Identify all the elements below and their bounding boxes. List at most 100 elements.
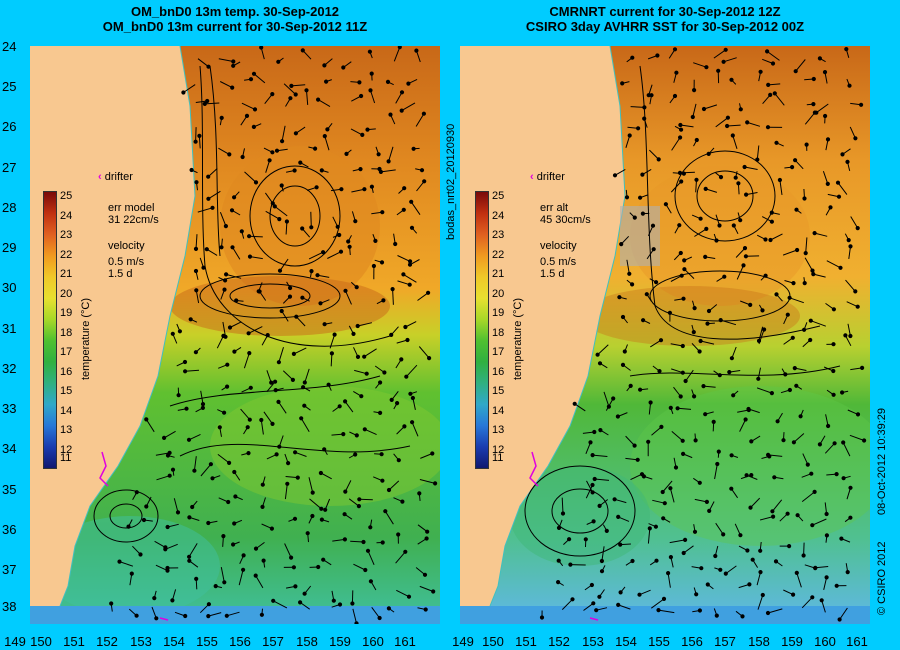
velocity-arrow-head — [766, 82, 771, 88]
velocity-arrow — [766, 50, 780, 61]
velocity-arrow-head — [376, 152, 381, 157]
velocity-arrow-head — [206, 614, 211, 619]
velocity-arrow-head — [769, 210, 774, 215]
velocity-arrow-head — [810, 268, 815, 273]
velocity-arrow-head — [627, 133, 632, 138]
velocity-arrow-head — [590, 453, 595, 458]
velocity-arrow-head — [620, 81, 625, 86]
velocity-arrow — [669, 488, 675, 503]
velocity-arrow-head — [845, 159, 850, 165]
left-map-title: OM_bnD0 13m temp. 30-Sep-2012 OM_bnD0 13… — [30, 4, 440, 34]
velocity-arrow-head — [840, 152, 845, 157]
velocity-arrow — [667, 573, 671, 588]
velocity-arrow-head — [597, 361, 603, 366]
velocity-arrow-head — [794, 207, 799, 212]
velocity-arrow — [222, 321, 226, 337]
velocity-arrow — [195, 234, 198, 249]
velocity-arrow-head — [190, 504, 195, 510]
velocity-arrow-head — [274, 148, 280, 153]
velocity-arrow-head — [611, 396, 616, 401]
velocity-arrow — [243, 352, 250, 369]
velocity-arrow-head — [231, 542, 236, 547]
velocity-arrow-head — [812, 489, 817, 494]
velocity-arrow-head — [353, 452, 358, 457]
velocity-arrow — [804, 257, 813, 271]
velocity-arrow-head — [247, 234, 252, 239]
velocity-arrow-head — [597, 503, 602, 508]
velocity-arrow-head — [368, 525, 373, 530]
velocity-arrow-head — [289, 555, 294, 560]
velocity-arrow — [815, 566, 829, 569]
velocity-arrow-head — [635, 457, 640, 462]
velocity-arrow-head — [745, 548, 750, 553]
velocity-arrow-head — [721, 532, 726, 537]
velocity-arrow-head — [362, 187, 367, 192]
velocity-arrow-head — [272, 204, 277, 209]
velocity-arrow-head — [298, 600, 303, 605]
velocity-arrow-head — [658, 338, 664, 343]
velocity-arrow-head — [729, 453, 734, 458]
cool-eddy — [510, 466, 650, 566]
velocity-arrow-head — [163, 547, 168, 552]
velocity-arrow-head — [363, 567, 368, 573]
velocity-arrow-head — [771, 514, 776, 519]
velocity-arrow-head — [763, 273, 768, 278]
left-colorbar — [43, 191, 57, 469]
velocity-arrow — [795, 59, 806, 72]
velocity-arrow-head — [409, 225, 415, 230]
velocity-arrow — [772, 499, 783, 512]
velocity-arrow-head — [654, 558, 659, 563]
velocity-arrow — [758, 329, 765, 345]
right-colorbar — [475, 191, 489, 469]
velocity-arrow — [848, 246, 851, 259]
velocity-arrow-head — [808, 337, 813, 343]
velocity-arrow-head — [731, 223, 736, 228]
velocity-arrow — [744, 166, 758, 170]
velocity-arrow — [768, 454, 783, 457]
lon-label: 150 — [482, 634, 504, 649]
velocity-arrow — [350, 540, 364, 543]
velocity-arrow-head — [694, 177, 699, 182]
lon-label: 158 — [296, 634, 318, 649]
velocity-arrow-head — [653, 524, 658, 529]
velocity-arrow-head — [681, 451, 686, 456]
colorbar-tick: 24 — [492, 210, 505, 222]
velocity-arrow-head — [355, 323, 360, 329]
velocity-arrow-head — [855, 304, 860, 309]
velocity-arrow-head — [729, 486, 734, 491]
velocity-arrow-head — [405, 337, 410, 343]
velocity-arrow-head — [859, 102, 864, 107]
colorbar-tick: 23 — [492, 229, 505, 241]
velocity-arrow-head — [369, 71, 374, 76]
velocity-arrow — [713, 49, 726, 59]
velocity-arrow-head — [222, 410, 227, 415]
velocity-arrow-head — [844, 46, 849, 52]
colorbar-tick: 11 — [492, 452, 504, 464]
velocity-arrow-head — [221, 333, 226, 338]
velocity-arrow-head — [337, 602, 343, 607]
velocity-arrow-head — [232, 349, 237, 354]
velocity-arrow-head — [681, 550, 686, 556]
velocity-arrow-head — [259, 46, 264, 50]
velocity-arrow — [850, 216, 859, 229]
velocity-arrow-head — [302, 403, 307, 408]
velocity-arrow-head — [694, 592, 699, 597]
lon-label: 155 — [648, 634, 670, 649]
velocity-arrow-head — [205, 98, 210, 104]
velocity-arrow-head — [407, 262, 413, 267]
velocity-arrow-head — [399, 357, 404, 362]
velocity-arrow-head — [396, 458, 401, 463]
velocity-arrow-head — [793, 158, 798, 163]
velocity-arrow-head — [383, 509, 388, 514]
velocity-arrow-head — [251, 71, 257, 76]
velocity-arrow-head — [617, 295, 622, 300]
velocity-arrow-head — [410, 395, 415, 401]
velocity-arrow — [384, 510, 394, 525]
velocity-arrow — [357, 322, 373, 327]
velocity-arrow-head — [129, 571, 134, 576]
velocity-arrow-head — [679, 273, 684, 278]
velocity-arrow-head — [408, 391, 413, 396]
right-colorbar-unit: temperature (°C) — [512, 297, 524, 380]
velocity-arrow — [671, 137, 681, 151]
lon-label: 151 — [515, 634, 537, 649]
